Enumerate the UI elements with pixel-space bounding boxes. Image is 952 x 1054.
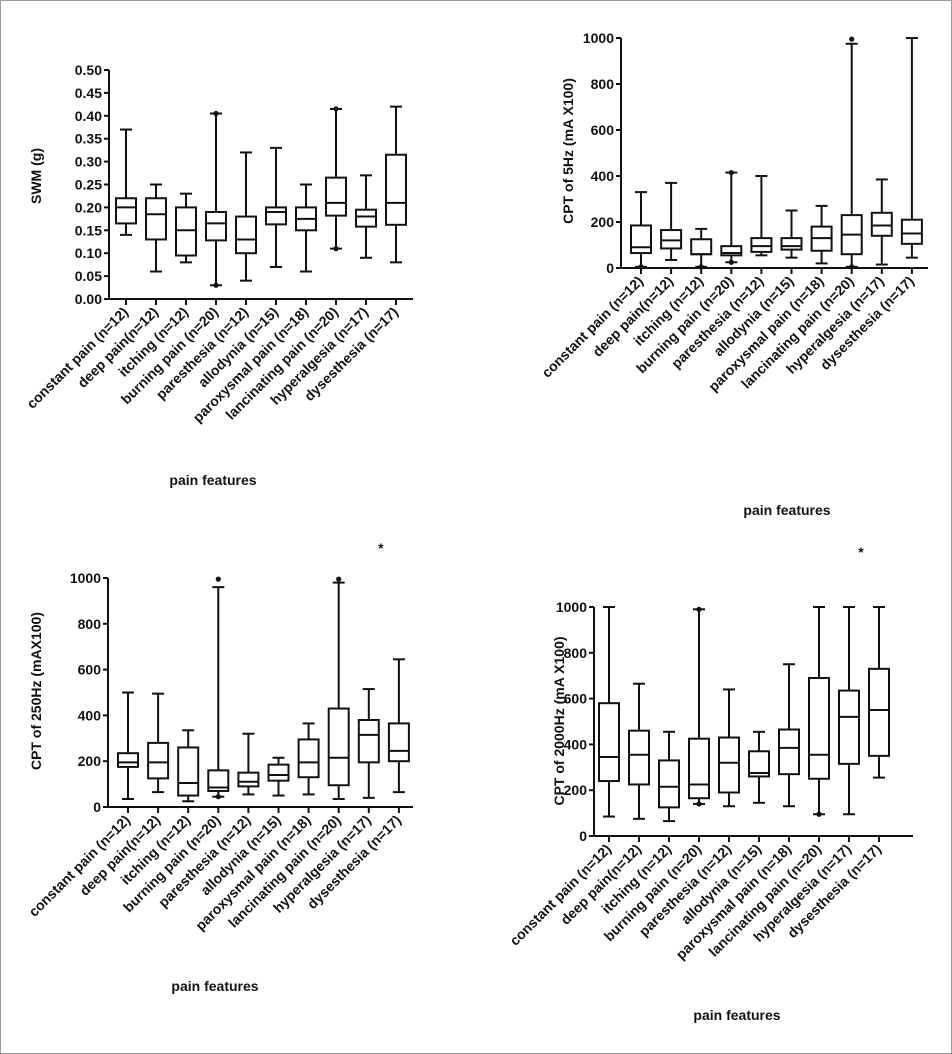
outlier-point	[213, 282, 219, 288]
outlier-point	[333, 106, 339, 112]
iqr-box	[688, 737, 710, 800]
iqr-box	[325, 176, 347, 217]
iqr-box	[868, 667, 890, 757]
iqr-box	[900, 218, 923, 245]
y-tick-label: 600	[591, 122, 615, 138]
iqr-box	[177, 746, 200, 797]
y-tick-label: 0.15	[75, 222, 102, 238]
outlier-point	[849, 264, 855, 270]
y-tick-label: 0.35	[75, 131, 102, 147]
x-axis-label: pain features	[743, 502, 830, 518]
iqr-box	[870, 211, 893, 237]
iqr-box	[175, 206, 197, 257]
y-tick-label: 600	[564, 691, 588, 707]
y-tick-label: 1000	[70, 570, 101, 586]
iqr-box	[628, 729, 650, 786]
iqr-box	[598, 702, 620, 783]
y-tick-label: 200	[591, 214, 615, 230]
iqr-box	[357, 718, 380, 764]
x-axis-label: pain features	[171, 978, 258, 994]
iqr-box	[385, 153, 407, 226]
panel-4: 0 200 400 600 800 1000 CPT of 2000Hz (mA X100)…	[506, 544, 913, 1023]
y-tick-label: 1000	[583, 30, 614, 46]
outlier-point	[336, 576, 342, 582]
iqr-box	[327, 707, 350, 787]
iqr-box	[267, 763, 290, 782]
outlier-point	[333, 246, 339, 252]
y-axis-label: CPT of 2000Hz (mA X100)	[551, 636, 567, 805]
y-axis-label: CPT of 250Hz (mAX100)	[28, 612, 44, 770]
iqr-box	[748, 750, 770, 778]
iqr-box	[780, 237, 803, 251]
y-tick-label: 0.50	[75, 62, 102, 78]
outlier-point	[213, 110, 219, 117]
iqr-box	[205, 210, 227, 242]
iqr-box	[778, 728, 800, 776]
y-tick-label: 400	[564, 736, 588, 752]
iqr-box	[145, 197, 167, 241]
iqr-box	[387, 722, 410, 763]
y-tick-label: 0.00	[75, 291, 102, 307]
y-tick-label: 0.10	[75, 245, 102, 261]
y-tick-label: 800	[78, 616, 102, 632]
iqr-box	[297, 738, 320, 779]
y-tick-label: 600	[78, 662, 102, 678]
y-tick-label: 0	[93, 799, 101, 815]
y-tick-label: 400	[78, 707, 102, 723]
y-tick-label: 200	[78, 753, 102, 769]
x-axis-label: pain features	[169, 472, 256, 488]
y-tick-label: 1000	[556, 599, 587, 615]
y-tick-label: 0	[579, 828, 587, 844]
iqr-box	[630, 224, 652, 255]
outlier-point	[215, 576, 221, 582]
outlier-point	[728, 169, 734, 176]
iqr-box	[808, 676, 830, 780]
y-tick-label: 0.20	[75, 199, 102, 215]
y-tick-label: 0.25	[75, 177, 102, 193]
outlier-point	[638, 264, 644, 270]
significance-star: *	[378, 540, 384, 556]
iqr-box	[117, 752, 139, 768]
iqr-box	[690, 238, 713, 256]
outlier-point	[215, 794, 221, 800]
iqr-box	[658, 759, 680, 809]
iqr-box	[720, 245, 743, 257]
iqr-box	[265, 206, 287, 226]
panel-3: 0 200 400 600 800 1000 CPT of 250Hz (mAX100) pa…	[25, 540, 413, 994]
outlier-point	[696, 606, 702, 612]
iqr-box	[235, 215, 257, 255]
y-axis-label: CPT of 5Hz (mA X100)	[560, 78, 576, 224]
y-tick-label: 0.05	[75, 268, 102, 284]
iqr-box	[355, 208, 377, 228]
y-tick-label: 0	[606, 260, 614, 276]
y-tick-label: 200	[564, 782, 588, 798]
panel-1: 0.00 0.05 0.10 0.15 0.20 0.25 0.30 0.35 0.40 0.45…	[23, 62, 413, 488]
iqr-box	[237, 771, 260, 788]
y-tick-label: 0.45	[75, 85, 102, 101]
y-tick-label: 800	[591, 76, 615, 92]
iqr-box	[750, 237, 773, 253]
x-axis-label: pain features	[693, 1007, 780, 1023]
significance-star: *	[858, 544, 864, 560]
y-tick-label: 400	[591, 168, 615, 184]
y-tick-label: 0.30	[75, 154, 102, 170]
y-tick-label: 0.40	[75, 108, 102, 124]
outlier-point	[816, 811, 822, 817]
y-tick-label: 800	[564, 645, 588, 661]
iqr-box	[147, 741, 170, 780]
iqr-box	[838, 689, 860, 765]
iqr-box	[718, 736, 740, 794]
iqr-box	[207, 769, 230, 792]
outlier-point	[849, 36, 855, 42]
iqr-box	[115, 197, 137, 225]
panel-2: 0 200 400 600 800 1000 CPT of 5Hz (mA X100) pai…	[538, 30, 928, 518]
iqr-box	[660, 229, 683, 250]
box-2: deep pain(n=12)	[76, 692, 170, 899]
outlier-point	[696, 801, 702, 807]
outlier-point	[728, 259, 734, 265]
y-axis-label: SWM (g)	[28, 148, 44, 204]
outlier-point	[698, 264, 704, 270]
